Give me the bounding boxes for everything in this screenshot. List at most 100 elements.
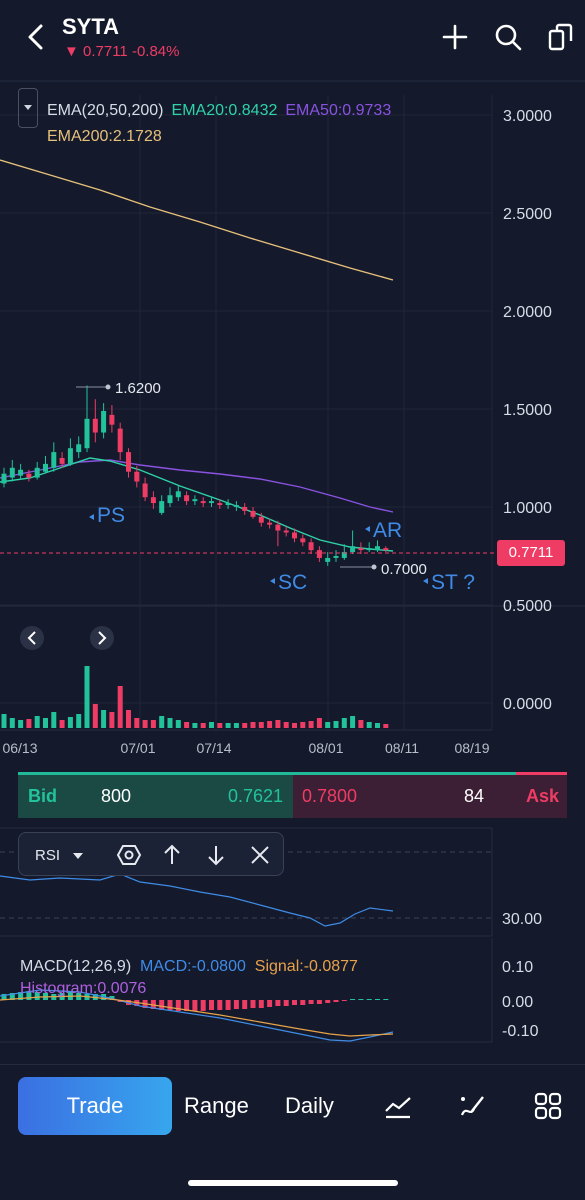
candle [201,501,206,503]
volume-bar [292,723,297,728]
candle [134,472,139,482]
volume-bar [309,721,314,728]
volume-bar [68,717,73,728]
arrow-up-icon[interactable] [159,842,185,868]
back-chevron-icon[interactable] [22,22,52,52]
volume-bar [259,722,264,728]
share-icon[interactable] [545,22,575,52]
candle [10,468,15,478]
arrow-down-icon[interactable] [203,842,229,868]
candle [259,517,264,523]
volume-bar [143,720,148,728]
candle [51,452,56,468]
macd-histogram-bar [242,1000,247,1009]
price-change: ▼ 0.7711 -0.84% [64,43,179,60]
macd-params: MACD(12,26,9) [20,958,131,975]
volume-bar [151,720,156,728]
candle [184,495,189,501]
macd-histogram-bar [292,1000,297,1005]
date-axis-label: 07/14 [196,740,231,756]
macd-histogram-bar [226,1000,231,1010]
volume-bar [192,723,197,728]
candle [93,419,98,433]
candle [2,474,7,484]
ema-legend-toggle[interactable] [18,88,38,128]
macd-histogram-bar [334,1000,339,1002]
search-icon[interactable] [493,22,523,52]
settings-hexagon-icon[interactable] [116,842,142,868]
volume-bar [275,720,280,728]
draw-pen-icon[interactable] [458,1091,488,1121]
date-axis-label: 06/13 [2,740,37,756]
candle [209,501,214,503]
candle [358,548,363,550]
ema20-value: EMA20:0.8432 [172,102,278,119]
macd-legend: MACD(12,26,9) MACD:-0.0800 Signal:-0.087… [20,956,500,1000]
volume-bar [267,721,272,728]
candle [151,497,156,503]
scroll-left-button[interactable] [20,626,44,650]
volume-bar [176,720,181,728]
bid-size: 800 [101,786,131,807]
date-axis-label: 08/11 [385,740,419,756]
plus-icon[interactable] [440,22,470,52]
ema-legend: EMA(20,50,200) EMA20:0.8432 EMA50:0.9733 E… [47,98,477,150]
macd-histogram-bar [168,1000,173,1010]
rsi-selector-label[interactable]: RSI [35,847,60,864]
volume-bar [234,723,239,728]
scroll-right-button[interactable] [90,626,114,650]
volume-bar [60,720,65,728]
home-indicator[interactable] [188,1180,398,1186]
volume-bar [367,722,372,728]
caret-down-icon[interactable] [73,853,83,859]
candle [292,532,297,538]
grid-menu-icon[interactable] [533,1091,563,1121]
volume-bar [109,712,114,728]
daily-tab[interactable]: Daily [285,1093,334,1119]
price-axis-label: 3.0000 [503,108,552,125]
ema200-value: EMA200:2.1728 [47,128,162,145]
volume-bar [18,720,23,728]
macd-histogram-bar [209,1000,214,1010]
macd-axis-label: -0.10 [502,1023,539,1040]
bid-ask-bar[interactable]: Bid 800 0.7621 0.7800 84 Ask [18,772,567,818]
trade-button[interactable]: Trade [18,1077,172,1135]
ask-label: Ask [526,786,559,807]
macd-histogram-bar [284,1000,289,1006]
price-axis-label: 0.0000 [503,696,552,713]
range-tab[interactable]: Range [184,1093,249,1119]
ema200-line [0,160,393,280]
macd-axis-label: 0.10 [502,959,533,976]
volume-bar [10,718,15,728]
price-axis-label: 2.0000 [503,304,552,321]
annotation-ar: AR [373,519,402,542]
volume-bar [93,704,98,728]
volume-bar [184,722,189,728]
candle [159,501,164,513]
volume-bar [342,718,347,728]
volume-bar [134,718,139,728]
candle [101,411,106,433]
price-axis-label: 2.5000 [503,206,552,223]
volume-bar [85,666,90,728]
candle [317,550,322,558]
volume-bar [350,716,355,728]
indicator-chart-icon[interactable] [383,1091,413,1121]
macd-histogram-bar [342,1000,347,1001]
candle [35,468,40,478]
volume-bar [51,712,56,728]
ask-price: 0.7800 [302,786,357,807]
signal-value: Signal:-0.0877 [255,958,358,975]
volume-bar [358,720,363,728]
chart-canvas[interactable]: 1.6200 0.7000 PS SC AR ST ? 3.0000 2.500… [0,80,585,1064]
candle [126,452,131,472]
volume-bar [251,722,256,728]
volume-bar [334,721,339,728]
price-axis-label: 0.5000 [503,598,552,615]
candle [375,546,380,550]
candle [60,458,65,464]
price-axis-label: 1.0000 [503,500,552,517]
close-icon[interactable] [247,842,273,868]
candle [350,546,355,552]
date-axis-label: 08/19 [454,740,489,756]
